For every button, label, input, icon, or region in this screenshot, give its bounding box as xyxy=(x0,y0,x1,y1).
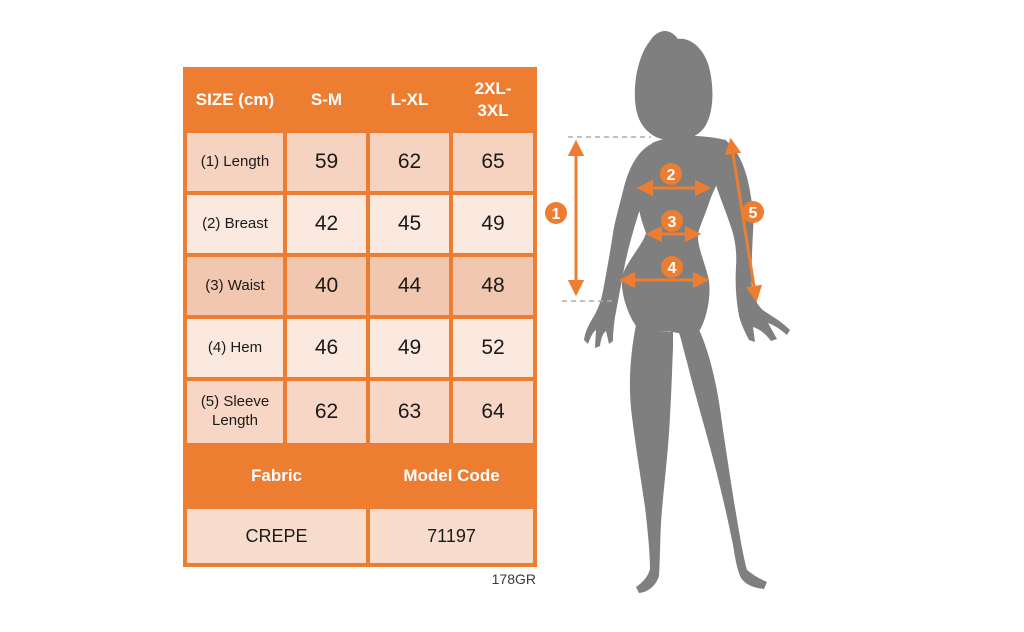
col-header-sm: S-M xyxy=(287,71,366,129)
svg-text:3: 3 xyxy=(668,214,677,231)
fabric-header: Fabric xyxy=(187,447,366,505)
model-code-value: 71197 xyxy=(370,509,533,563)
model-code-header: Model Code xyxy=(370,447,533,505)
table-row-sleeve-length: (5) Sleeve Length 62 63 64 xyxy=(187,381,533,443)
woman-silhouette-icon xyxy=(584,30,790,593)
row-label-sleeve-length: (5) Sleeve Length xyxy=(187,381,283,443)
sleeve-arrow xyxy=(724,137,763,303)
table-header-row: SIZE (cm) S-M L-XL 2XL-3XL xyxy=(187,71,533,129)
fabric-modelcode-header-row: Fabric Model Code xyxy=(187,447,533,505)
sleeve-lxl-value: 63 xyxy=(370,381,449,443)
measure-badge-3: 3 xyxy=(661,210,683,232)
measure-badge-1: 1 xyxy=(545,202,567,224)
svg-text:5: 5 xyxy=(749,205,758,222)
sleeve-sm-value: 62 xyxy=(287,381,366,443)
row-label-waist: (3) Waist xyxy=(187,257,283,315)
size-cm-header: SIZE (cm) xyxy=(187,71,283,129)
table-row-length: (1) Length 59 62 65 xyxy=(187,133,533,191)
breast-lxl-value: 45 xyxy=(370,195,449,253)
right-arm-shape xyxy=(716,140,790,342)
row-label-breast: (2) Breast xyxy=(187,195,283,253)
col-header-2xl3xl: 2XL-3XL xyxy=(453,71,533,129)
measurement-figure: 1 2 3 4 5 xyxy=(540,25,820,600)
row-label-hem: (4) Hem xyxy=(187,319,283,377)
row-label-length: (1) Length xyxy=(187,133,283,191)
svg-text:4: 4 xyxy=(668,260,677,277)
left-arm-shape xyxy=(584,144,651,348)
sleeve-2xl3xl-value: 64 xyxy=(453,381,533,443)
measure-badge-2: 2 xyxy=(660,163,682,185)
table-row-waist: (3) Waist 40 44 48 xyxy=(187,257,533,315)
measurement-figure-svg: 1 2 3 4 5 xyxy=(545,30,790,593)
table-row-hem: (4) Hem 46 49 52 xyxy=(187,319,533,377)
measurement-arrows xyxy=(567,137,763,303)
length-sm-value: 59 xyxy=(287,133,366,191)
length-lxl-value: 62 xyxy=(370,133,449,191)
size-table: SIZE (cm) S-M L-XL 2XL-3XL (1) Length 59… xyxy=(183,67,537,567)
weight-note: 178GR xyxy=(491,571,536,587)
waist-sm-value: 40 xyxy=(287,257,366,315)
svg-text:1: 1 xyxy=(552,206,561,223)
length-2xl3xl-value: 65 xyxy=(453,133,533,191)
measure-badge-4: 4 xyxy=(661,256,683,278)
reference-dashed-lines xyxy=(562,136,651,302)
waist-lxl-value: 44 xyxy=(370,257,449,315)
neck-shape xyxy=(664,113,686,141)
right-leg-shape xyxy=(679,316,767,589)
left-leg-shape xyxy=(629,325,673,593)
hem-sm-value: 46 xyxy=(287,319,366,377)
hem-lxl-value: 49 xyxy=(370,319,449,377)
hem-2xl3xl-value: 52 xyxy=(453,319,533,377)
fabric-value: CREPE xyxy=(187,509,366,563)
col-header-lxl: L-XL xyxy=(370,71,449,129)
measure-badge-5: 5 xyxy=(742,201,764,223)
svg-text:2: 2 xyxy=(667,167,676,184)
measurement-badges: 1 2 3 4 5 xyxy=(545,163,764,278)
breast-2xl3xl-value: 49 xyxy=(453,195,533,253)
fabric-modelcode-value-row: CREPE 71197 xyxy=(187,509,533,563)
head-hair-shape xyxy=(634,30,713,140)
table-row-breast: (2) Breast 42 45 49 xyxy=(187,195,533,253)
breast-sm-value: 42 xyxy=(287,195,366,253)
waist-2xl3xl-value: 48 xyxy=(453,257,533,315)
